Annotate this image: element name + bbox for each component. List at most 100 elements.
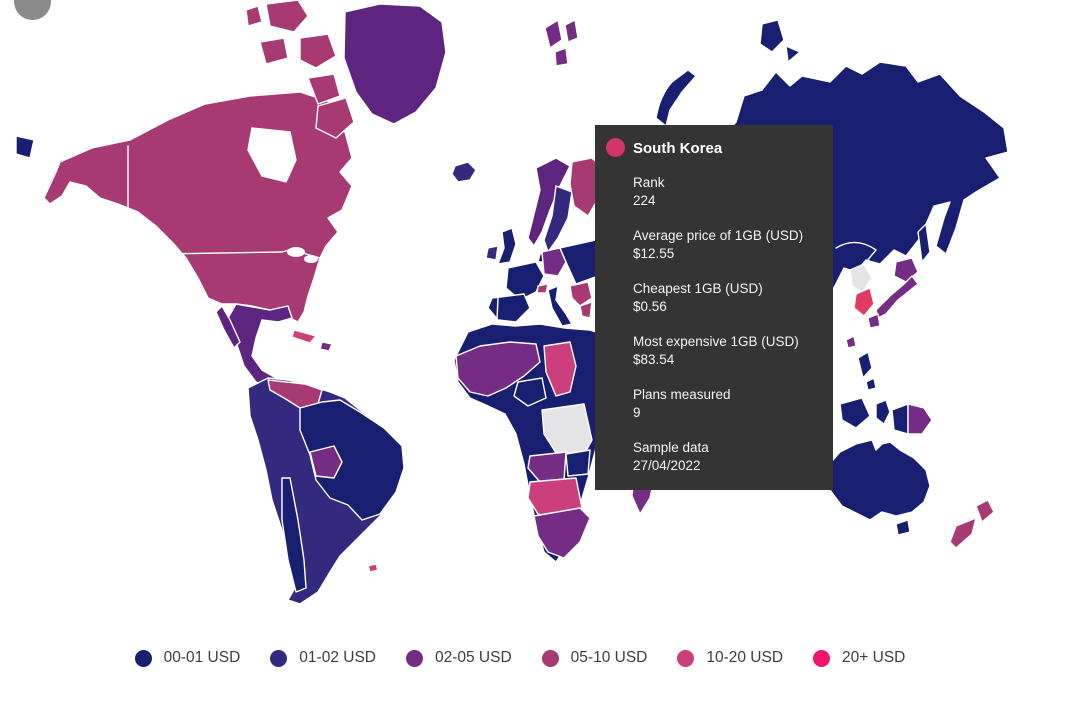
region-arctic-island-5[interactable] — [315, 97, 355, 139]
region-iberia[interactable] — [487, 293, 531, 323]
tooltip-field-label: Most expensive 1GB (USD) — [633, 334, 799, 349]
legend-dot-20-plus — [813, 649, 831, 667]
legend-dot-00-01 — [134, 649, 152, 667]
tooltip-field-label: Average price of 1GB (USD) — [633, 228, 804, 243]
region-sweden[interactable] — [543, 185, 573, 253]
tooltip-field-label: Plans measured — [633, 387, 731, 402]
region-north-korea[interactable] — [849, 263, 873, 293]
tooltip-country-name: South Korea — [633, 140, 723, 157]
legend-item-20-plus: 20+ USD — [813, 649, 905, 667]
great-lake-2 — [304, 255, 318, 263]
tooltip-field-value: 9 — [633, 404, 641, 420]
region-sakhalin[interactable] — [917, 223, 931, 263]
region-baja[interactable] — [215, 305, 241, 349]
map-tooltip: South Korea Rank 224 Average price of 1G… — [595, 125, 833, 490]
legend-item-05-10: 05-10 USD — [541, 649, 648, 667]
tooltip-field-value: 224 — [633, 192, 656, 208]
region-zambia[interactable] — [565, 449, 591, 477]
region-severnaya-zemlya-1[interactable] — [759, 19, 785, 53]
tooltip-field-value: $0.56 — [633, 298, 667, 314]
tooltip-field-sample-data: Sample data 27/04/2022 — [633, 439, 819, 474]
legend-label: 00-01 USD — [163, 649, 241, 666]
region-switzerland[interactable] — [536, 283, 549, 294]
region-greece[interactable] — [579, 301, 593, 319]
region-novaya-zemlya[interactable] — [655, 69, 697, 127]
legend-label: 20+ USD — [842, 649, 906, 666]
region-borneo[interactable] — [839, 397, 871, 429]
region-philippines-2[interactable] — [865, 377, 877, 391]
region-japan-honshu[interactable] — [875, 275, 919, 319]
region-cuba[interactable] — [291, 329, 317, 344]
region-chad[interactable] — [543, 341, 577, 397]
region-north-america[interactable] — [43, 91, 353, 323]
region-chukotka-fragment[interactable] — [15, 135, 35, 159]
region-france[interactable] — [505, 261, 545, 301]
region-falklands[interactable] — [367, 563, 379, 573]
region-hispaniola[interactable] — [319, 341, 333, 352]
region-svalbard-1[interactable] — [544, 19, 563, 49]
legend-item-01-02: 01-02 USD — [270, 649, 376, 667]
region-iceland[interactable] — [451, 161, 477, 183]
region-germany[interactable] — [541, 247, 567, 277]
legend-dot-10-20 — [677, 649, 695, 667]
region-uk[interactable] — [497, 227, 517, 265]
region-philippines-1[interactable] — [857, 351, 873, 379]
region-arctic-island-2[interactable] — [299, 33, 337, 69]
region-mexico[interactable] — [227, 303, 293, 389]
legend-dot-02-05 — [405, 649, 423, 667]
legend-label: 01-02 USD — [299, 649, 376, 666]
region-sulawesi[interactable] — [875, 399, 891, 425]
tooltip-field-label: Rank — [633, 175, 665, 190]
world-choropleth-map — [15, 0, 1009, 605]
region-japan-kyushu[interactable] — [867, 313, 881, 329]
region-tasmania[interactable] — [895, 519, 911, 536]
tooltip-field-label: Sample data — [633, 440, 709, 455]
region-west-africa[interactable] — [455, 341, 541, 397]
legend-label: 02-05 USD — [434, 649, 512, 666]
region-chile[interactable] — [281, 477, 307, 593]
region-arctic-island-4[interactable] — [307, 73, 341, 105]
region-norway[interactable] — [527, 157, 571, 247]
region-south-korea[interactable] — [853, 287, 875, 317]
tooltip-field-plans-measured: Plans measured 9 — [633, 386, 819, 421]
region-arctic-island-3[interactable] — [259, 37, 289, 65]
legend-label: 10-20 USD — [706, 649, 784, 666]
region-papua-new-guinea[interactable] — [907, 403, 933, 435]
tooltip-field-value: $83.54 — [633, 351, 675, 367]
region-south-africa[interactable] — [533, 507, 591, 559]
legend-item-02-05: 02-05 USD — [405, 649, 512, 667]
tooltip-field-label: Cheapest 1GB (USD) — [633, 281, 763, 296]
tooltip-field-rank: Rank 224 — [633, 174, 819, 209]
tooltip-field-most-expensive: Most expensive 1GB (USD) $83.54 — [633, 333, 819, 368]
region-svalbard-3[interactable] — [554, 47, 569, 67]
region-indonesian-papua[interactable] — [891, 403, 909, 435]
region-arctic-island-1[interactable] — [265, 0, 309, 33]
great-lake-1 — [287, 247, 305, 257]
legend-dot-01-02 — [270, 649, 288, 667]
region-severnaya-zemlya-2[interactable] — [785, 45, 801, 63]
region-new-zealand-south[interactable] — [949, 517, 977, 549]
region-new-zealand-north[interactable] — [975, 499, 995, 523]
tooltip-field-value: 27/04/2022 — [633, 457, 701, 473]
region-taiwan[interactable] — [845, 335, 857, 349]
legend-item-10-20: 10-20 USD — [677, 649, 783, 667]
tooltip-field-average-price: Average price of 1GB (USD) $12.55 — [633, 227, 819, 262]
region-italy[interactable] — [547, 285, 573, 327]
price-legend: 00-01 USD 01-02 USD 02-05 USD 05-10 USD … — [0, 649, 1040, 667]
region-bolivia[interactable] — [309, 445, 343, 479]
tooltip-field-value: $12.55 — [633, 245, 675, 261]
legend-item-00-01: 00-01 USD — [134, 649, 241, 667]
region-ireland[interactable] — [485, 245, 499, 261]
region-greenland[interactable] — [343, 3, 447, 125]
floating-circle-button[interactable] — [14, 0, 51, 20]
region-australia[interactable] — [825, 439, 931, 521]
tooltip-country-dot — [606, 138, 625, 157]
legend-label: 05-10 USD — [570, 649, 648, 666]
legend-dot-05-10 — [541, 649, 559, 667]
region-nigeria[interactable] — [513, 377, 547, 407]
region-arctic-island-6[interactable] — [245, 5, 263, 27]
region-balkans[interactable] — [569, 281, 593, 307]
region-svalbard-2[interactable] — [564, 19, 579, 43]
region-brazil[interactable] — [299, 399, 405, 521]
